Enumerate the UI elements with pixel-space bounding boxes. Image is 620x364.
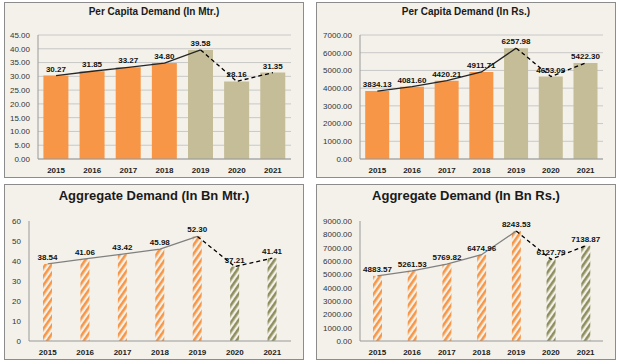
svg-text:2015: 2015	[368, 166, 386, 175]
svg-text:7000.00: 7000.00	[323, 31, 352, 40]
svg-text:2019: 2019	[192, 166, 210, 175]
svg-text:2016: 2016	[83, 166, 101, 175]
svg-text:0.00: 0.00	[336, 337, 352, 346]
svg-text:4081.60: 4081.60	[397, 76, 426, 85]
svg-text:38.54: 38.54	[37, 253, 58, 262]
svg-text:2000.00: 2000.00	[323, 119, 352, 128]
svg-text:2020: 2020	[226, 348, 244, 357]
svg-text:2018: 2018	[473, 348, 491, 357]
svg-text:4000.00: 4000.00	[323, 284, 352, 293]
svg-text:20.00: 20.00	[10, 100, 31, 109]
svg-text:8000.00: 8000.00	[323, 230, 352, 239]
svg-text:6257.98: 6257.98	[502, 37, 531, 46]
svg-text:2021: 2021	[263, 348, 281, 357]
svg-text:7138.87: 7138.87	[571, 235, 600, 244]
svg-text:4883.57: 4883.57	[363, 265, 392, 274]
svg-text:15.00: 15.00	[10, 114, 31, 123]
svg-text:0.00: 0.00	[14, 155, 30, 164]
svg-text:28.16: 28.16	[227, 70, 248, 79]
svg-text:31.85: 31.85	[82, 60, 103, 69]
svg-text:25.00: 25.00	[10, 86, 31, 95]
svg-text:5000.00: 5000.00	[323, 270, 352, 279]
svg-text:2020: 2020	[228, 166, 246, 175]
svg-text:41.06: 41.06	[75, 248, 96, 257]
svg-text:30.27: 30.27	[46, 65, 67, 74]
svg-text:2017: 2017	[438, 348, 456, 357]
svg-text:9000.00: 9000.00	[323, 217, 352, 226]
svg-text:2016: 2016	[76, 348, 94, 357]
svg-text:0: 0	[17, 337, 22, 346]
svg-text:45.98: 45.98	[150, 238, 171, 247]
svg-text:60: 60	[12, 217, 21, 226]
svg-text:6000.00: 6000.00	[323, 257, 352, 266]
svg-text:40.00: 40.00	[10, 45, 31, 54]
svg-text:10: 10	[12, 317, 21, 326]
svg-text:2019: 2019	[189, 348, 207, 357]
svg-text:31.35: 31.35	[263, 62, 284, 71]
svg-text:30: 30	[12, 277, 21, 286]
svg-text:6474.96: 6474.96	[467, 244, 496, 253]
svg-text:4420.21: 4420.21	[432, 70, 461, 79]
svg-text:5261.53: 5261.53	[398, 260, 427, 269]
html-text:Aggregate Demand (In Bn Rs.): Aggregate Demand (In Bn Rs.)	[372, 188, 560, 203]
svg-text:3000.00: 3000.00	[323, 102, 352, 111]
svg-text:1000.00: 1000.00	[323, 137, 352, 146]
svg-text:4653.09: 4653.09	[536, 66, 565, 75]
svg-text:52.30: 52.30	[187, 225, 208, 234]
svg-text:2000.00: 2000.00	[323, 310, 352, 319]
svg-text:2015: 2015	[368, 348, 386, 357]
svg-text:10.00: 10.00	[10, 127, 31, 136]
svg-text:2018: 2018	[156, 166, 174, 175]
svg-text:2016: 2016	[403, 166, 421, 175]
svg-text:2018: 2018	[473, 166, 491, 175]
svg-text:2019: 2019	[507, 166, 525, 175]
svg-text:5422.30: 5422.30	[571, 52, 600, 61]
svg-text:5769.82: 5769.82	[432, 253, 461, 262]
svg-text:34.80: 34.80	[154, 52, 175, 61]
svg-text:30.00: 30.00	[10, 72, 31, 81]
svg-text:3000.00: 3000.00	[323, 297, 352, 306]
svg-text:0.00: 0.00	[336, 155, 352, 164]
svg-text:7000.00: 7000.00	[323, 244, 352, 253]
svg-text:41.41: 41.41	[262, 247, 283, 256]
svg-text:2016: 2016	[403, 348, 421, 357]
svg-text:6127.79: 6127.79	[537, 248, 566, 257]
svg-text:1000.00: 1000.00	[323, 324, 352, 333]
svg-text:2021: 2021	[577, 166, 595, 175]
svg-text:2019: 2019	[507, 348, 525, 357]
svg-text:6000.00: 6000.00	[323, 49, 352, 58]
svg-text:2021: 2021	[264, 166, 282, 175]
svg-text:2020: 2020	[542, 166, 560, 175]
html-text:Aggregate Demand (In Bn Mtr.): Aggregate Demand (In Bn Mtr.)	[58, 188, 250, 203]
svg-text:40: 40	[12, 257, 21, 266]
svg-text:37.21: 37.21	[225, 256, 246, 265]
svg-text:43.42: 43.42	[112, 243, 133, 252]
svg-text:4911.71: 4911.71	[467, 61, 496, 70]
svg-text:5.00: 5.00	[14, 141, 30, 150]
html-text:Per Capita Demand (In Rs.): Per Capita Demand (In Rs.)	[401, 6, 531, 17]
svg-text:2018: 2018	[151, 348, 169, 357]
svg-text:35.00: 35.00	[10, 58, 31, 67]
svg-text:2017: 2017	[119, 166, 137, 175]
svg-text:2020: 2020	[542, 348, 560, 357]
html-text:Per Capita Demand (In Mtr.): Per Capita Demand (In Mtr.)	[88, 6, 220, 17]
svg-text:20: 20	[12, 297, 21, 306]
svg-text:33.27: 33.27	[118, 56, 139, 65]
svg-text:2017: 2017	[438, 166, 456, 175]
svg-text:2021: 2021	[577, 348, 595, 357]
svg-text:2017: 2017	[114, 348, 132, 357]
svg-text:50: 50	[12, 237, 21, 246]
svg-text:5000.00: 5000.00	[323, 66, 352, 75]
svg-text:4000.00: 4000.00	[323, 84, 352, 93]
svg-text:39.58: 39.58	[190, 39, 211, 48]
svg-text:8243.53: 8243.53	[502, 220, 531, 229]
svg-text:45.00: 45.00	[10, 31, 31, 40]
svg-text:3834.13: 3834.13	[363, 80, 392, 89]
svg-text:2015: 2015	[39, 348, 57, 357]
svg-text:2015: 2015	[47, 166, 65, 175]
